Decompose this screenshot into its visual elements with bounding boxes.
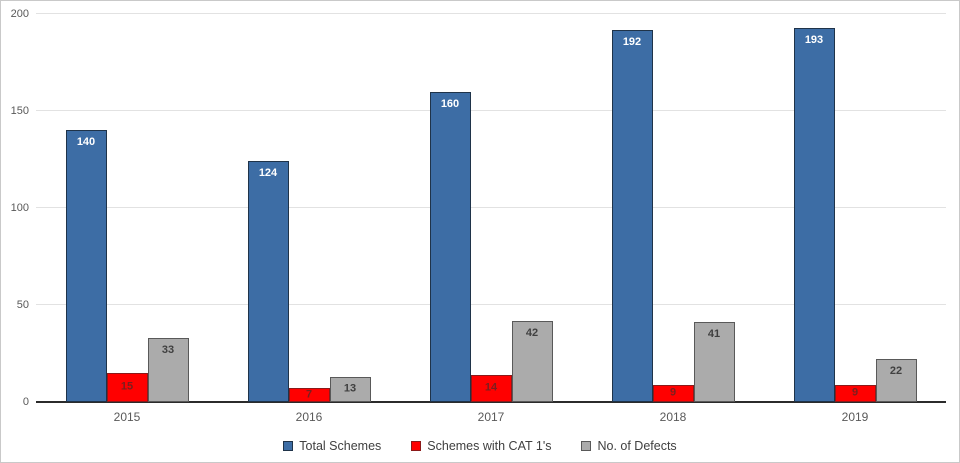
bar-value-label: 42 [525,326,539,339]
bar-value-label: 9 [851,386,859,399]
bar-value-label: 160 [440,97,460,110]
bar-value-label: 9 [669,386,677,399]
gridline-150 [36,110,946,111]
gridline-100 [36,207,946,208]
x-tick-label-2019: 2019 [841,410,869,424]
y-tick-label-50: 50 [16,299,29,311]
legend-item-no-of-defects: No. of Defects [581,439,677,453]
legend-marker-schemes-with-cat1s [411,441,422,451]
legend-marker-no-of-defects [581,441,592,451]
x-tick-label-2016: 2016 [295,410,323,424]
legend-item-total-schemes: Total Schemes [283,439,381,453]
bar-schemes-with-cat-1-s-2016: 7 [288,388,330,402]
bar-total-schemes-2019: 193 [793,27,835,402]
bar-group-2016: 124 7 13 2016 [218,14,400,424]
x-tick-label-2017: 2017 [477,410,505,424]
bar-total-schemes-2015: 140 [65,130,107,402]
bar-no-of-defects-2017: 42 [511,320,553,402]
bar-schemes-with-cat-1-s-2019: 9 [834,384,876,402]
bar-group-2017: 160 14 42 2017 [400,14,582,424]
legend: Total Schemes Schemes with CAT 1's No. o… [1,439,959,453]
bar-value-label: 192 [622,35,642,48]
bar-total-schemes-2016: 124 [247,161,289,402]
x-tick-label-2015: 2015 [113,410,141,424]
bar-total-schemes-2018: 192 [611,29,653,402]
bar-no-of-defects-2018: 41 [693,322,735,402]
legend-marker-total-schemes [283,441,294,451]
x-tick-label-2018: 2018 [659,410,687,424]
bar-value-label: 7 [305,388,313,401]
bar-value-label: 193 [804,33,824,46]
plot-area: 140 15 33 2015 124 7 13 2016 160 14 42 2017 192 9 41 20… [36,13,946,424]
bar-no-of-defects-2015: 33 [147,337,189,402]
bar-value-label: 33 [161,343,175,356]
bar-value-label: 124 [258,167,278,180]
y-tick-label-150: 150 [10,105,29,117]
legend-label: No. of Defects [597,439,677,453]
bar-group-2015: 140 15 33 2015 [36,14,218,424]
bar-group-2019: 193 9 22 2019 [764,14,946,424]
bar-schemes-with-cat-1-s-2017: 14 [470,374,512,402]
gridline-50 [36,304,946,305]
bar-value-label: 13 [343,382,357,395]
bar-value-label: 15 [120,380,134,393]
bar-group-2018: 192 9 41 2018 [582,14,764,424]
gridline-200 [36,13,946,14]
bar-value-label: 41 [707,328,721,341]
bar-value-label: 22 [889,365,903,378]
bar-value-label: 140 [76,136,96,149]
bar-value-label: 14 [484,381,498,394]
bar-total-schemes-2017: 160 [429,91,471,402]
y-tick-label-100: 100 [10,202,29,214]
legend-item-schemes-with-cat1s: Schemes with CAT 1's [411,439,551,453]
y-tick-label-0: 0 [22,396,29,408]
bar-no-of-defects-2016: 13 [329,376,371,402]
x-axis-line [36,401,946,403]
legend-label: Schemes with CAT 1's [427,439,552,453]
legend-label: Total Schemes [299,439,382,453]
bar-schemes-with-cat-1-s-2015: 15 [106,372,148,402]
bar-no-of-defects-2019: 22 [875,359,917,402]
bar-schemes-with-cat-1-s-2018: 9 [652,384,694,402]
y-tick-label-200: 200 [10,8,29,20]
